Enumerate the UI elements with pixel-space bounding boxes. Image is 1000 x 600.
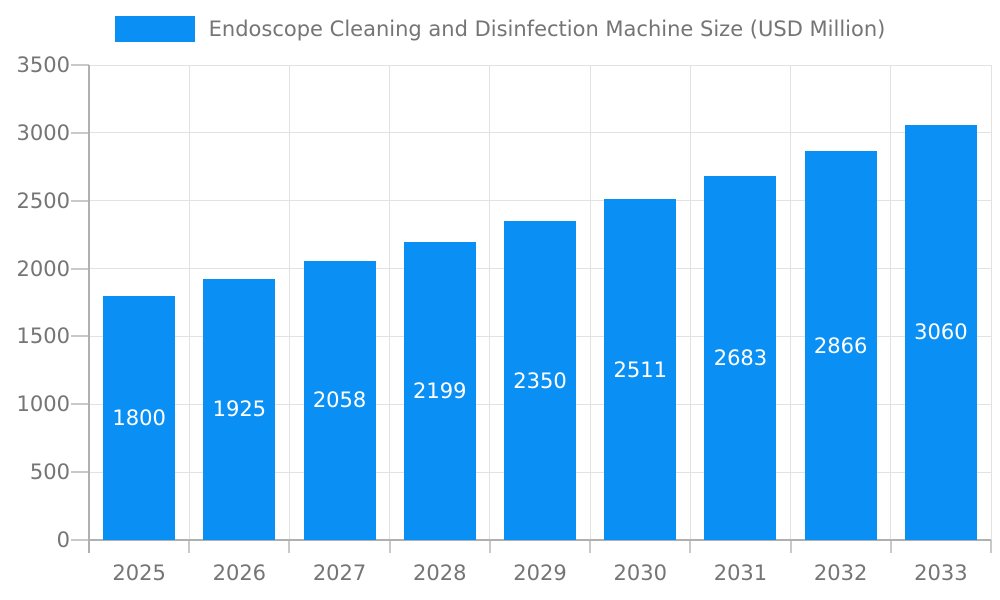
tick-x-9 bbox=[990, 540, 992, 553]
gridline-v-6 bbox=[689, 65, 691, 540]
tick-x-7 bbox=[789, 540, 792, 553]
tick-y-3500 bbox=[71, 64, 89, 66]
tick-x-8 bbox=[889, 540, 892, 553]
gridline-v-3 bbox=[389, 65, 391, 540]
legend-label[interactable]: Endoscope Cleaning and Disinfection Mach… bbox=[208, 17, 886, 41]
bar-value-label-2029: 2350 bbox=[513, 368, 567, 393]
bar-value-label-2030: 2511 bbox=[613, 357, 667, 382]
bar-value-label-2027: 2058 bbox=[312, 388, 367, 413]
tick-x-3 bbox=[388, 540, 391, 553]
y-axis-line bbox=[88, 65, 90, 553]
legend-swatch[interactable] bbox=[114, 16, 195, 42]
gridline-h-2500 bbox=[89, 200, 991, 202]
tick-y-2500 bbox=[71, 199, 89, 202]
y-tick-label-3500: 3500 bbox=[16, 53, 70, 77]
x-axis-line bbox=[89, 539, 991, 541]
tick-x-5 bbox=[589, 540, 592, 553]
tick-y-1000 bbox=[71, 403, 89, 406]
gridline-v-2 bbox=[288, 65, 290, 540]
bar-2028[interactable] bbox=[403, 241, 476, 540]
tick-y-0 bbox=[71, 539, 89, 541]
bar-value-label-2026: 1925 bbox=[212, 397, 267, 422]
y-tick-label-500: 500 bbox=[29, 460, 70, 485]
y-tick-label-3000: 3000 bbox=[16, 120, 70, 145]
gridline-v-4 bbox=[489, 65, 491, 540]
bar-value-label-2025: 1800 bbox=[112, 405, 166, 430]
x-tick-label-2029: 2029 bbox=[513, 561, 567, 585]
x-tick-label-2032: 2032 bbox=[813, 561, 868, 585]
y-tick-label-0: 0 bbox=[56, 528, 70, 552]
gridline-v-1 bbox=[188, 65, 190, 540]
tick-x-2 bbox=[288, 540, 291, 553]
tick-x-6 bbox=[689, 540, 692, 553]
bar-2032[interactable] bbox=[804, 151, 877, 540]
x-tick-label-2028: 2028 bbox=[413, 561, 467, 585]
x-tick-label-2033: 2033 bbox=[914, 561, 968, 585]
tick-y-3000 bbox=[71, 131, 89, 134]
bar-2029[interactable] bbox=[504, 221, 576, 540]
tick-y-1500 bbox=[71, 335, 89, 338]
bar-2031[interactable] bbox=[704, 175, 777, 540]
gridline-h-3500 bbox=[89, 64, 991, 66]
y-tick-label-1500: 1500 bbox=[16, 324, 70, 349]
gridline-v-9 bbox=[990, 65, 992, 540]
bar-value-label-2032: 2866 bbox=[813, 333, 868, 358]
bar-2026[interactable] bbox=[203, 278, 276, 540]
bar-2030[interactable] bbox=[604, 199, 677, 540]
bar-value-label-2033: 3060 bbox=[914, 320, 968, 345]
tick-x-4 bbox=[488, 540, 491, 553]
bar-2025[interactable] bbox=[103, 295, 176, 540]
y-tick-label-2000: 2000 bbox=[16, 256, 70, 281]
tick-y-500 bbox=[71, 471, 89, 474]
bar-value-label-2031: 2683 bbox=[713, 345, 768, 370]
gridline-v-8 bbox=[890, 65, 892, 540]
tick-y-2000 bbox=[71, 267, 89, 270]
legend[interactable]: Endoscope Cleaning and Disinfection Mach… bbox=[0, 16, 1000, 42]
x-tick-label-2030: 2030 bbox=[613, 561, 667, 585]
tick-x-1 bbox=[188, 540, 191, 553]
bar-2033[interactable] bbox=[904, 124, 977, 540]
y-tick-label-1000: 1000 bbox=[16, 392, 70, 417]
y-tick-label-2500: 2500 bbox=[16, 188, 70, 213]
gridline-h-3000 bbox=[89, 132, 991, 134]
bar-2027[interactable] bbox=[303, 260, 376, 540]
gridline-v-5 bbox=[589, 65, 591, 540]
bar-value-label-2028: 2199 bbox=[413, 378, 467, 403]
gridline-v-7 bbox=[790, 65, 792, 540]
x-tick-label-2026: 2026 bbox=[212, 561, 267, 585]
x-tick-label-2031: 2031 bbox=[713, 561, 768, 585]
x-tick-label-2025: 2025 bbox=[112, 561, 166, 585]
x-tick-label-2027: 2027 bbox=[312, 561, 367, 585]
